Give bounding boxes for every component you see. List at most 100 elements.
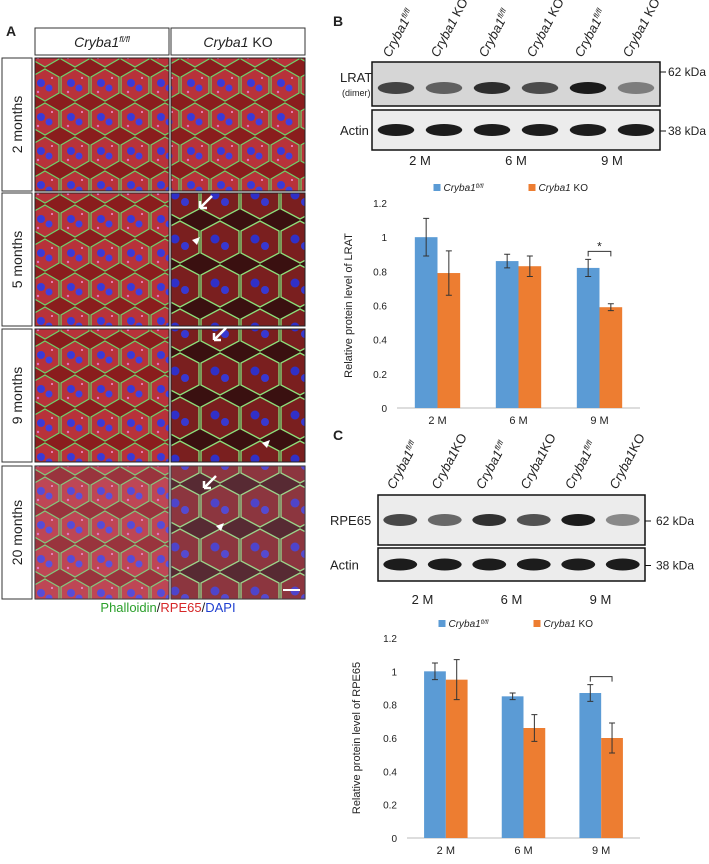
stain: RPE65 <box>160 600 201 615</box>
blot-band <box>605 558 640 571</box>
panel-letter: B <box>333 13 343 29</box>
gene: Cryba1 <box>619 15 652 59</box>
bar <box>601 738 623 838</box>
arrowhead <box>262 440 270 448</box>
column-header-box <box>34 27 170 56</box>
y-tick-label: 0.2 <box>373 370 387 381</box>
genotype-label: Cryba1fl/fl <box>475 6 513 59</box>
panel-letter: A <box>6 23 16 39</box>
error-bar <box>531 714 538 742</box>
micrograph-tint <box>35 466 169 599</box>
blot-box <box>371 109 661 151</box>
blot-row-label: Actin <box>340 123 369 138</box>
blot-band <box>425 82 463 94</box>
legend-label: Cryba1fl/fl <box>444 183 485 194</box>
legend-label: Cryba1 KO <box>539 183 589 194</box>
time-label: 9 M <box>601 153 623 168</box>
y-axis-label: Relative protein level of LRAT <box>343 233 355 378</box>
x-tick-label: 9 M <box>592 845 610 857</box>
column-header-box <box>170 27 306 56</box>
error-bar <box>585 258 592 277</box>
micrograph <box>170 192 306 327</box>
legend-name: Cryba1 <box>544 619 576 630</box>
gene: Cryba1 <box>384 447 417 491</box>
blot-band <box>377 124 415 136</box>
micrograph <box>170 465 306 600</box>
gene: Cryba1 <box>473 447 506 491</box>
row-label-box <box>1 465 33 600</box>
blot-band <box>425 124 463 136</box>
blot-band <box>521 124 559 136</box>
stain-legend: Phalloidin/RPE65/DAPI <box>100 600 235 615</box>
error-bar <box>607 303 614 312</box>
genotype-label: Cryba1 KO <box>203 34 272 50</box>
legend-label: Cryba1fl/fl <box>449 619 490 630</box>
legend-name: Cryba1 <box>449 619 481 630</box>
micrograph <box>34 465 170 600</box>
size-marker: 62 kDa <box>656 514 694 528</box>
y-tick-label: 0.4 <box>373 336 387 347</box>
bar <box>501 696 524 838</box>
blot-band <box>473 124 511 136</box>
row-label: 9 months <box>9 367 25 425</box>
genotype-sup: fl/fl <box>591 7 604 20</box>
row-label: 20 months <box>9 500 25 565</box>
error-bar <box>609 722 616 754</box>
genotype-label: Cryba1KO <box>428 431 470 492</box>
significance-label: * <box>597 239 602 253</box>
gene: Cryba1 <box>571 15 604 59</box>
bar <box>495 261 519 408</box>
gene: Cryba1 <box>379 15 412 59</box>
genotype-label: Cryba1KO <box>517 431 559 492</box>
time-label: 6 M <box>501 592 523 607</box>
blot-band <box>617 124 655 136</box>
y-tick-label: 0.6 <box>373 302 387 313</box>
genotype-label: Cryba1fl/fl <box>384 438 422 491</box>
y-tick-label: 1.2 <box>373 199 387 210</box>
y-tick-label: 0.8 <box>383 701 397 712</box>
bar <box>437 273 461 408</box>
genotype-label: Cryba1 KO <box>619 0 662 59</box>
error-bar <box>587 684 594 702</box>
blot-band <box>516 514 551 526</box>
blot-row-note: (dimer) <box>342 88 371 98</box>
arrow <box>212 327 227 342</box>
stain-sep: / <box>157 600 161 615</box>
genotype-sup: fl/fl <box>119 34 131 44</box>
row-label: 5 months <box>9 231 25 289</box>
row-label-box <box>1 57 33 192</box>
row-label-box <box>1 192 33 327</box>
genotype-sup: fl/fl <box>404 439 417 452</box>
time-label: 2 M <box>409 153 431 168</box>
time-label: 6 M <box>505 153 527 168</box>
y-tick-label: 0.8 <box>373 267 387 278</box>
y-tick-label: 0 <box>381 404 387 415</box>
genotype: KO <box>249 34 273 50</box>
x-tick-label: 2 M <box>428 415 446 427</box>
bar <box>445 679 468 838</box>
stain: DAPI <box>205 600 235 615</box>
blot-row-label: RPE65 <box>330 513 371 528</box>
bar <box>518 266 542 408</box>
significance-bracket <box>589 676 613 682</box>
bar <box>576 267 600 408</box>
bar <box>414 237 438 408</box>
blot-band <box>561 514 596 526</box>
blot-band <box>383 558 418 571</box>
gene: Cryba1 <box>606 447 639 491</box>
blot-band <box>617 82 655 94</box>
genotype-sup: fl/fl <box>399 7 412 20</box>
blot-band <box>521 82 559 94</box>
blot-row-label: LRAT <box>340 70 372 85</box>
blot-band <box>516 558 551 571</box>
micrograph <box>34 328 170 463</box>
blot-band <box>427 514 462 526</box>
genotype-label: Cryba1fl/fl <box>74 34 131 50</box>
micrograph <box>34 57 170 192</box>
blot-band <box>473 82 511 94</box>
y-tick-label: 1 <box>391 667 397 678</box>
genotype-label: Cryba1fl/fl <box>562 438 600 491</box>
micrograph <box>170 57 306 192</box>
blot-band <box>569 82 607 94</box>
